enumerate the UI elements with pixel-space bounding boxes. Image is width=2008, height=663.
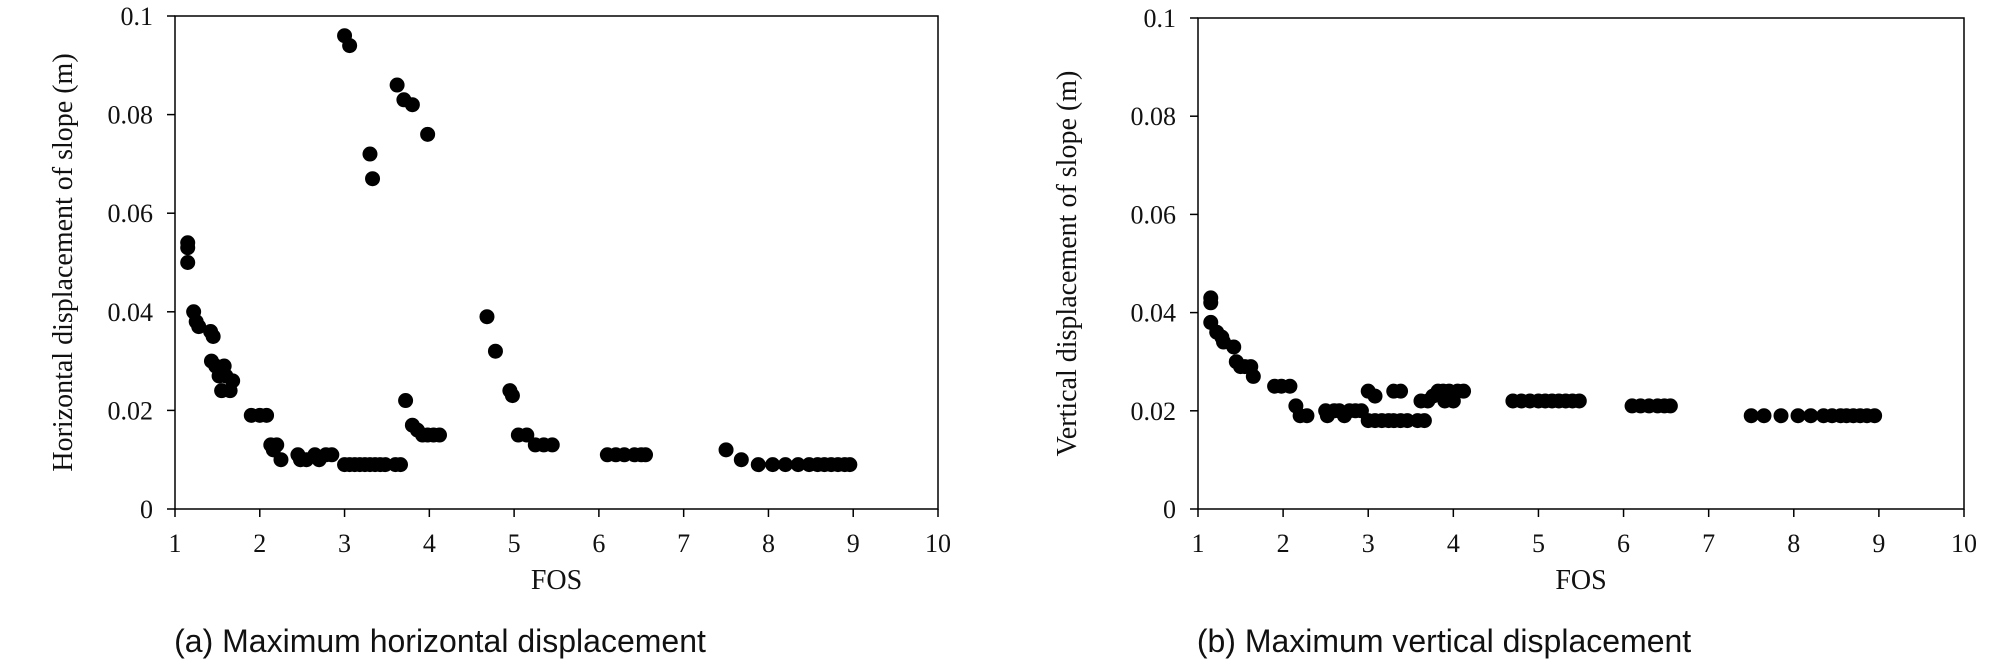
data-point [1416,413,1432,429]
y-tick-label: 0.06 [108,199,154,228]
data-point [765,457,781,473]
data-point [1571,393,1587,409]
data-point [1245,368,1261,384]
y-axis-label: Vertical displacement of slope (m) [1052,71,1083,457]
data-point [225,373,241,389]
data-point [398,393,414,409]
x-tick-label: 10 [1951,529,1977,558]
vertical-displacement-scatter: 0 0.02 0.04 0.06 0.08 0.1 1 2 3 4 5 6 7 8 9 10 FOS Vertic… [1052,4,1977,659]
data-point [718,442,734,458]
x-tick-label: 6 [1617,529,1630,558]
x-tick-label: 9 [1872,529,1885,558]
y-axis-label: Horizontal displacement of slope (m) [48,53,79,471]
y-tick-label: 0.1 [1144,4,1177,33]
data-point [1867,408,1883,424]
figure-caption: (a) Maximum horizontal displacement [174,623,706,659]
figure-caption: (b) Maximum vertical displacement [1197,623,1691,659]
data-point [487,343,503,359]
data-point [638,447,654,463]
x-tick-label: 7 [1702,529,1715,558]
data-point [544,437,560,453]
y-tick-label: 0.1 [121,2,154,31]
data-point [733,452,749,468]
data-point [777,457,793,473]
horizontal-displacement-scatter: 0 0.02 0.04 0.06 0.08 0.1 1 2 3 4 5 6 7 8 9 10 FOS Horizo… [48,2,951,659]
data-point [389,77,405,93]
x-tick-label: 10 [925,529,951,558]
y-tick-label: 0.02 [1131,397,1177,426]
x-tick-label: 1 [1192,529,1205,558]
data-point [404,97,420,113]
data-point [180,240,196,256]
data-point [180,255,196,270]
data-point [750,457,766,473]
data-point [479,309,495,325]
data-point [504,388,520,404]
y-tick-label: 0.08 [108,101,154,130]
x-tick-label: 5 [508,529,521,558]
x-tick-label: 6 [592,529,605,558]
data-point [1662,398,1678,414]
data-point [342,38,358,54]
y-tick-label: 0.04 [108,298,154,327]
plot-area-frame [174,15,939,510]
x-tick-label: 5 [1532,529,1545,558]
data-point [519,427,535,443]
x-tick-label: 2 [253,529,266,558]
y-tick-label: 0 [140,495,153,524]
data-point [259,407,275,423]
x-tick-label: 4 [1447,529,1460,558]
data-point [1756,408,1772,424]
y-tick-label: 0.02 [108,396,154,425]
data-point [273,452,289,468]
x-tick-label: 9 [847,529,860,558]
data-point [1803,408,1819,424]
data-point [432,427,448,443]
data-point [362,146,378,162]
x-tick-label: 1 [169,529,182,558]
data-point [842,457,858,473]
chart-panel-horizontal: 0 0.02 0.04 0.06 0.08 0.1 1 2 3 4 5 6 7 8 9 10 FOS Horizo… [48,2,951,659]
x-tick-label: 2 [1277,529,1290,558]
data-point [790,457,806,473]
plot-area-frame [1197,17,1965,510]
data-point [1790,408,1806,424]
data-point [1203,295,1219,311]
data-point [1282,378,1298,394]
data-point [1773,408,1789,424]
data-point [1456,383,1472,399]
x-tick-label: 8 [762,529,775,558]
data-point [205,328,221,344]
x-tick-label: 4 [423,529,436,558]
y-tick-label: 0.08 [1131,102,1177,131]
data-point [1743,408,1759,424]
y-tick-label: 0.06 [1131,200,1177,229]
chart-panel-vertical: 0 0.02 0.04 0.06 0.08 0.1 1 2 3 4 5 6 7 8 9 10 FOS Vertic… [1004,0,2008,663]
x-axis-label: FOS [1555,565,1606,596]
data-point [1226,339,1242,355]
x-tick-label: 8 [1787,529,1800,558]
x-tick-label: 3 [1362,529,1375,558]
x-axis-label: FOS [531,565,582,596]
data-point [1299,408,1315,424]
data-point [420,126,436,142]
y-tick-label: 0.04 [1131,299,1177,328]
y-tick-label: 0 [1163,495,1176,524]
data-point [365,171,381,187]
data-point [1393,383,1409,399]
data-point [393,457,409,473]
x-tick-label: 7 [677,529,690,558]
x-tick-label: 3 [338,529,351,558]
data-point [191,319,207,335]
data-point [324,447,340,463]
data-point [269,437,285,453]
data-point [1367,388,1383,404]
